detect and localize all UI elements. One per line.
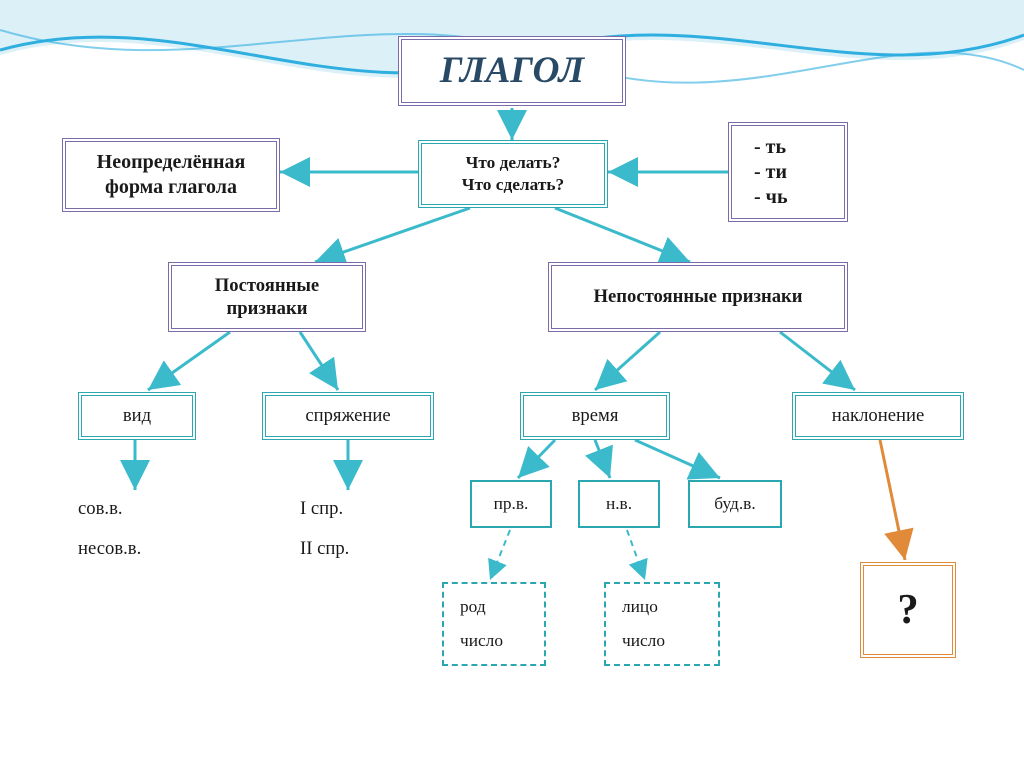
suffix-1: - ть <box>754 135 786 160</box>
conjugation-box: спряжение <box>262 392 434 440</box>
question-box: ? <box>860 562 956 658</box>
questions-text: Что делать? Что сделать? <box>462 152 564 195</box>
tense-present-box: н.в. <box>578 480 660 528</box>
infinitive-form-text: Неопределённая форма глагола <box>97 150 246 200</box>
aspect-val-2: несов.в. <box>78 538 208 560</box>
suffix-3: - чь <box>754 185 788 210</box>
number-text-1: число <box>460 630 503 652</box>
question-mark-text: ? <box>897 583 918 636</box>
tense-future-text: буд.в. <box>714 493 755 515</box>
variable-features-text: Непостоянные признаки <box>593 285 802 308</box>
conjugation-text: спряжение <box>305 404 390 427</box>
constant-features-text: Постоянные признаки <box>215 274 319 321</box>
aspect-val-1: сов.в. <box>78 498 208 520</box>
tense-present-text: н.в. <box>606 493 632 515</box>
variable-features-box: Непостоянные признаки <box>548 262 848 332</box>
conj-val-2: II спр. <box>300 538 420 560</box>
number-text-2: число <box>622 630 665 652</box>
aspect-box: вид <box>78 392 196 440</box>
suffixes-box: - ть - ти - чь <box>728 122 848 222</box>
questions-box: Что делать? Что сделать? <box>418 140 608 208</box>
tense-past-box: пр.в. <box>470 480 552 528</box>
tense-past-text: пр.в. <box>494 493 529 515</box>
person-number-box: лицо число <box>604 582 720 666</box>
mood-text: наклонение <box>832 404 924 427</box>
tense-text: время <box>572 404 619 427</box>
suffix-2: - ти <box>754 160 787 185</box>
tense-future-box: буд.в. <box>688 480 782 528</box>
infinitive-form-box: Неопределённая форма глагола <box>62 138 280 212</box>
mood-box: наклонение <box>792 392 964 440</box>
gender-text: род <box>460 596 486 618</box>
aspect-text: вид <box>123 404 151 427</box>
title-box: ГЛАГОЛ <box>398 36 626 106</box>
conj-val-1: I спр. <box>300 498 420 520</box>
person-text: лицо <box>622 596 658 618</box>
gender-number-box: род число <box>442 582 546 666</box>
aspect-values: сов.в. несов.в. <box>78 498 208 560</box>
tense-box: время <box>520 392 670 440</box>
conjugation-values: I спр. II спр. <box>300 498 420 560</box>
constant-features-box: Постоянные признаки <box>168 262 366 332</box>
title-text: ГЛАГОЛ <box>440 48 584 95</box>
